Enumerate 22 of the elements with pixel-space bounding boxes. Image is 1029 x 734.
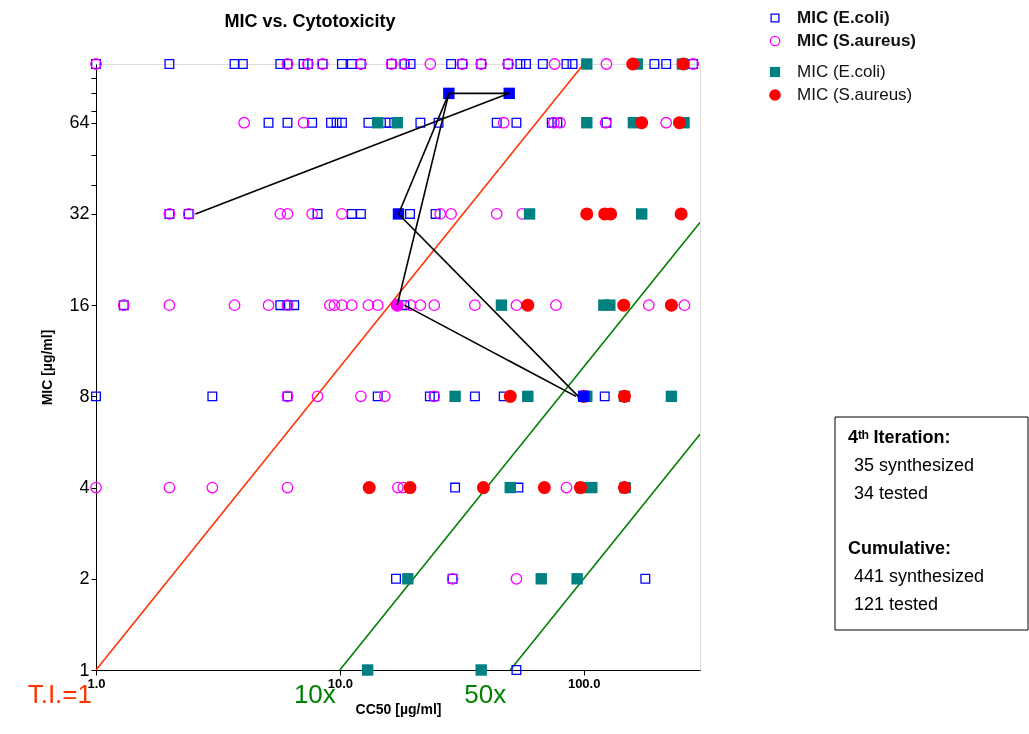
x-axis-title: CC50 [µg/ml]	[355, 700, 442, 717]
chart-title: MIC vs. Cytotoxicity	[224, 11, 396, 31]
legend-label: MIC (E.coli)	[797, 8, 890, 27]
y-tick-label: 4	[79, 477, 90, 498]
y-tick-label: 16	[69, 294, 90, 315]
text: 121 tested	[854, 594, 939, 614]
y-tick-label: 32	[69, 203, 90, 224]
series-label: 50x	[464, 679, 507, 709]
y-tick-label: 8	[79, 385, 90, 406]
y-axis-title: MIC [µg/ml]	[39, 329, 56, 406]
text: Cumulative:	[848, 538, 952, 558]
y-tick-label: 2	[79, 568, 90, 589]
y-tick-label: 64	[69, 112, 90, 133]
text: 4ᵗʰ Iteration:	[848, 427, 951, 447]
legend-label: MIC (S.aureus)	[797, 85, 913, 104]
x-tick-label: 100.0	[567, 675, 601, 691]
legend-label: MIC (E.coli)	[797, 62, 886, 81]
legend-label: MIC (S.aureus)	[797, 31, 917, 50]
text: 34 tested	[854, 483, 929, 503]
text: 441 synthesized	[854, 566, 985, 586]
text: 35 synthesized	[854, 455, 975, 475]
y-tick-label: 1	[79, 659, 90, 680]
